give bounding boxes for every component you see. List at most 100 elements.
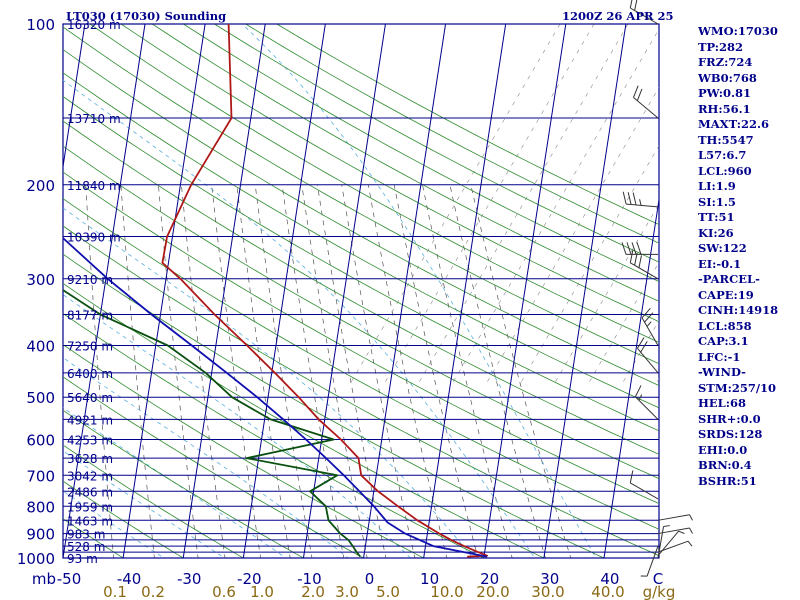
dry-adiabat <box>63 480 184 558</box>
wind-barb <box>634 385 659 420</box>
barb-staff <box>657 540 689 553</box>
mixing-ratio-line <box>236 184 291 558</box>
mixing-ratio-label: 2.0 <box>301 583 325 600</box>
isotherm <box>543 24 627 558</box>
height-label: 983 m <box>67 528 105 542</box>
isotherm <box>0 24 25 558</box>
dry-adiabat <box>63 312 485 558</box>
isotherm <box>363 24 447 558</box>
height-label: 10390 m <box>67 230 121 244</box>
index-item: SHR+:0.0 <box>698 411 761 426</box>
dry-adiabat <box>63 409 305 558</box>
dewpoint-line <box>63 288 361 558</box>
index-item: -PARCEL- <box>698 272 760 286</box>
barb-staff <box>637 347 659 374</box>
barb-flag <box>626 242 632 255</box>
index-item: BRN:0.4 <box>698 458 752 472</box>
height-label: 1463 m <box>67 514 113 528</box>
height-label: 2486 m <box>67 485 113 499</box>
pressure-tick-label: 400 <box>26 338 55 356</box>
parcel-line <box>63 236 488 558</box>
wind-barbs <box>621 0 693 577</box>
height-label: 7250 m <box>67 340 113 354</box>
dry-adiabat <box>63 198 659 530</box>
height-label: 528 m <box>67 540 105 554</box>
index-item: STM:257/10 <box>698 380 777 395</box>
mixing-ratio-line <box>393 184 479 558</box>
dry-adiabat <box>89 24 659 343</box>
isobars <box>63 23 659 559</box>
index-item: LCL:960 <box>698 163 752 178</box>
index-item: SRDS:128 <box>698 427 763 441</box>
pressure-tick-label: 700 <box>26 467 55 485</box>
index-item: TP:282 <box>698 39 744 54</box>
barb-staff <box>657 526 665 559</box>
height-label: 4921 m <box>67 413 113 427</box>
temperature-tick-label: 0 <box>365 570 375 588</box>
index-item: WMO:17030 <box>698 24 778 38</box>
dry-adiabat <box>63 120 659 455</box>
height-label: 9210 m <box>67 273 113 287</box>
barb-flag <box>627 192 632 205</box>
isotherm <box>182 24 266 558</box>
wind-barb <box>629 0 659 25</box>
wind-barb <box>657 540 693 553</box>
height-label: 11840 m <box>67 179 121 193</box>
dry-adiabat <box>63 253 605 558</box>
height-label: 16320 m <box>67 18 121 32</box>
barb-staff <box>626 203 659 208</box>
mixing-ratio-label: 40.0 <box>591 583 624 600</box>
index-item: FRZ:724 <box>698 55 753 69</box>
index-item: EI:-0.1 <box>698 256 742 271</box>
barb-flag <box>640 341 648 353</box>
wind-barb <box>657 514 693 521</box>
isotherm <box>423 24 507 558</box>
temperature-tick-label: -30 <box>177 570 202 588</box>
pressure-tick-label: 500 <box>26 389 55 407</box>
temperature-tick-label: 20 <box>480 570 499 588</box>
barb-flag <box>629 250 634 263</box>
wind-barb <box>621 242 658 255</box>
mixing-ratio-label: 0.2 <box>141 583 165 600</box>
dry-adiabat <box>63 72 659 409</box>
mixing-ratio-line <box>367 184 448 558</box>
dry-adiabat <box>63 282 545 558</box>
barb-flag <box>637 337 645 349</box>
barb-half <box>678 530 685 534</box>
temperature-line <box>161 24 488 558</box>
dry-adiabat <box>63 518 124 558</box>
mixing-ratio-label: g/kg <box>643 583 676 600</box>
pressure-tick-label: 600 <box>26 432 55 450</box>
isotherm <box>603 196 659 558</box>
temperature-tick-label: 40 <box>600 570 619 588</box>
index-item: PW:0.81 <box>698 86 752 100</box>
height-label: 93 m <box>67 552 98 566</box>
moist-adiabat <box>63 207 474 558</box>
wind-barb <box>629 250 659 280</box>
pressure-tick-label: 1000 <box>17 550 55 568</box>
mixing-ratio-label: 0.6 <box>212 583 236 600</box>
plot-area <box>63 24 659 558</box>
valid-time: 1200Z 26 APR 25 <box>562 9 674 23</box>
index-item: EHI:0.0 <box>698 442 748 457</box>
barb-half <box>689 527 693 534</box>
pressure-tick-label: 300 <box>26 271 55 289</box>
dry-adiabat <box>63 444 245 558</box>
height-label: 5640 m <box>67 391 113 405</box>
index-item: SI:1.5 <box>698 194 736 209</box>
pressure-tick-label: 800 <box>26 498 55 516</box>
height-label: 13710 m <box>67 112 121 126</box>
mixing-ratio-line <box>470 184 572 558</box>
mixing-ratio-line <box>120 184 155 558</box>
mixing-ratio-line <box>85 184 114 558</box>
wind-barb <box>657 530 685 556</box>
mixing-ratio-label: 30.0 <box>531 583 564 600</box>
isotherm <box>63 24 146 558</box>
wind-barb <box>640 545 659 577</box>
barb-flag <box>629 470 634 483</box>
temperature-tick-label: -20 <box>237 570 262 588</box>
temperature-tick-label: -40 <box>117 570 142 588</box>
index-item: WB0:768 <box>698 70 757 85</box>
moist-adiabat <box>241 24 597 558</box>
index-item: BSHR:51 <box>698 473 757 488</box>
